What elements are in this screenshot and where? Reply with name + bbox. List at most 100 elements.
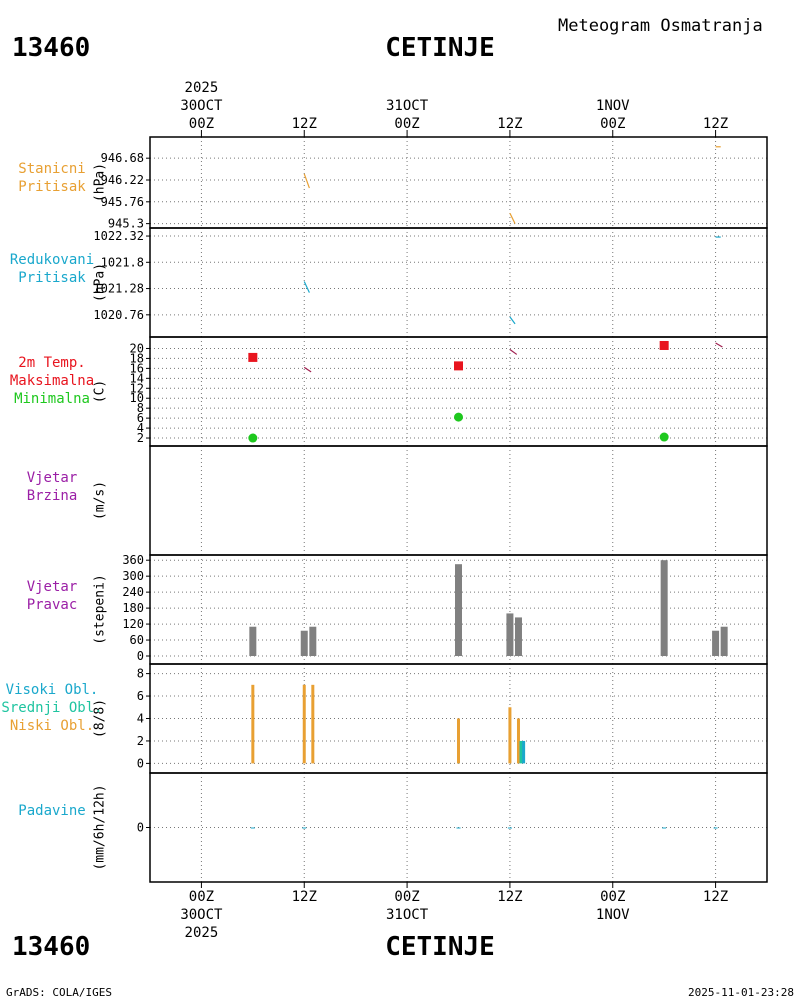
x-year-label-top: 2025 (185, 80, 219, 96)
y-tick-label: 20 (130, 341, 144, 355)
y-tick-label: 300 (122, 569, 144, 583)
y-axis-label: (8/8) (93, 699, 108, 738)
y-tick-label: 1021.28 (93, 282, 144, 296)
panel-title-line: Stanicni (18, 161, 85, 177)
y-axis-label: (hPa) (93, 263, 108, 302)
y-axis-label: (mm/6h/12h) (93, 784, 108, 870)
precipitation-bar (302, 827, 307, 829)
clouds-bar (311, 684, 315, 764)
y-tick-label: 6 (137, 689, 144, 703)
y-tick-label: 2 (137, 431, 144, 445)
clouds-bar (519, 740, 523, 764)
x-tick-label-top: 00Z (600, 116, 625, 132)
y-tick-label: 945.3 (108, 217, 144, 231)
y-tick-label: 12 (130, 381, 144, 395)
y-axis-label: (hPa) (93, 163, 108, 202)
min-temp-marker (248, 433, 258, 443)
x-year-label-bottom: 2025 (185, 925, 219, 941)
y-tick-label: 0 (137, 821, 144, 835)
x-tick-label-top: 00Z (394, 116, 419, 132)
sea_level_pressure-series-segment (509, 316, 516, 325)
precipitation-bar (713, 827, 718, 829)
wind_direction-bar (506, 613, 514, 657)
clouds-bar (302, 684, 306, 764)
clouds-bar (508, 707, 512, 764)
y-tick-label: 8 (137, 401, 144, 415)
wind_direction-bar (660, 560, 668, 657)
panel-title-line: Pritisak (18, 270, 86, 286)
x-tick-label-top: 12Z (703, 116, 728, 132)
y-tick-label: 240 (122, 585, 144, 599)
min-temp-marker (659, 432, 669, 442)
panel-title-line: Brzina (27, 488, 78, 504)
x-tick-label-top: 12Z (497, 116, 522, 132)
panel-title-line: Minimalna (14, 391, 90, 407)
sea_level_pressure-series-segment (303, 281, 310, 293)
wind_direction-bar (309, 626, 317, 657)
x-tick-label-bottom: 00Z (189, 889, 214, 905)
y-tick-label: 0 (137, 756, 144, 770)
y-tick-label: 60 (130, 633, 144, 647)
meteogram-title: Meteogram Osmatranja (558, 16, 763, 36)
station_pressure-series-segment (303, 173, 310, 189)
precipitation-bar (456, 827, 461, 829)
y-tick-label: 1021.8 (101, 255, 144, 269)
y-tick-label: 1020.76 (93, 308, 144, 322)
clouds-bar (522, 740, 526, 764)
panel-title-line: Redukovani (10, 252, 94, 268)
x-tick-label-bottom: 12Z (703, 889, 728, 905)
wind_direction-bar (514, 617, 522, 657)
panel-frame (149, 772, 768, 883)
y-tick-label: 4 (137, 421, 144, 435)
panel-title-line: Padavine (18, 803, 85, 819)
y-axis-label: (C) (93, 380, 108, 403)
wind_direction-bar (249, 626, 257, 657)
y-tick-label: 14 (130, 371, 144, 385)
y-tick-label: 360 (122, 553, 144, 567)
temperature-series-segment (303, 366, 312, 373)
render-timestamp: 2025-11-01-23:28 (688, 986, 794, 999)
station-name-bottom: CETINJE (385, 932, 495, 962)
precipitation-bar (250, 827, 255, 829)
y-tick-label: 8 (137, 667, 144, 681)
min-temp-marker (454, 412, 463, 422)
y-axis-label: (stepeni) (93, 574, 108, 644)
max-temp-marker (454, 361, 463, 371)
panel-title-line: Pravac (27, 597, 78, 613)
y-tick-label: 1022.32 (93, 229, 144, 243)
station-id-bottom: 13460 (12, 932, 90, 962)
x-tick-label-bottom: 12Z (497, 889, 522, 905)
max-temp-marker (659, 340, 669, 350)
clouds-bar (251, 684, 255, 764)
temperature-series-segment (715, 342, 723, 348)
panel-title-line: Maksimalna (10, 373, 94, 389)
clouds-bar (516, 718, 520, 764)
y-tick-label: 0 (137, 649, 144, 663)
y-tick-label: 946.68 (101, 151, 144, 165)
y-tick-label: 6 (137, 411, 144, 425)
y-tick-label: 18 (130, 351, 144, 365)
x-date-label-top: 30OCT (180, 98, 223, 114)
x-tick-label-top: 00Z (189, 116, 214, 132)
wind_direction-bar (712, 630, 720, 657)
max-temp-marker (248, 352, 258, 362)
x-date-label-top: 31OCT (386, 98, 429, 114)
station_pressure-series-segment (509, 212, 516, 224)
precipitation-bar (662, 827, 667, 829)
x-tick-label-bottom: 00Z (600, 889, 625, 905)
panel-title-line: Srednji Obl. (1, 700, 102, 716)
temperature-series-segment (509, 348, 518, 355)
chart-layer: 945.3945.76946.22946.68(hPa)StanicniPrit… (1, 80, 768, 941)
y-tick-label: 10 (130, 391, 144, 405)
y-tick-label: 16 (130, 361, 144, 375)
x-date-label-bottom: 31OCT (386, 907, 429, 923)
station-name-top: CETINJE (385, 33, 495, 63)
y-tick-label: 120 (122, 617, 144, 631)
y-tick-label: 945.76 (101, 195, 144, 209)
wind_direction-bar (300, 630, 308, 657)
x-date-label-bottom: 1NOV (596, 907, 630, 923)
station-id-top: 13460 (12, 33, 90, 63)
wind_direction-bar (720, 626, 728, 657)
x-date-label-top: 1NOV (596, 98, 630, 114)
